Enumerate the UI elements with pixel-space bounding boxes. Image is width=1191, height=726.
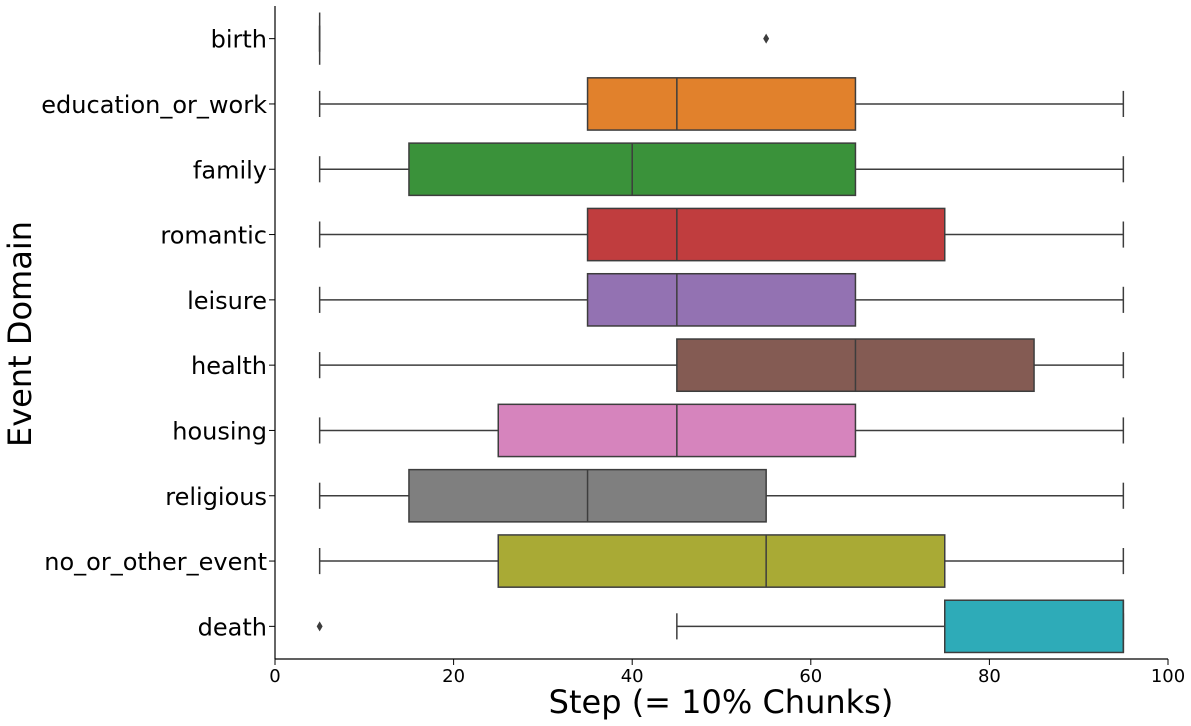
iqr-box <box>497 534 946 588</box>
y-tick-label: no_or_other_event <box>44 548 267 576</box>
box-birth <box>318 12 770 65</box>
box-religious <box>318 468 1125 523</box>
x-tick-label: 0 <box>269 666 280 687</box>
x-tick-label: 20 <box>442 666 465 687</box>
x-axis-ticks: 0 20 40 60 80 100 <box>269 659 1185 687</box>
iqr-box <box>944 599 1125 654</box>
axes <box>274 6 1168 660</box>
y-tick-label: leisure <box>187 287 267 315</box>
x-tick-label: 100 <box>1151 666 1185 687</box>
y-tick-label: religious <box>165 483 267 511</box>
iqr-box <box>586 77 857 131</box>
y-tick-label: education_or_work <box>41 91 267 119</box>
x-tick-label: 40 <box>621 666 644 687</box>
y-axis-title: Event Domain <box>1 221 39 447</box>
x-axis-title: Step (= 10% Chunks) <box>549 683 894 721</box>
x-tick-label: 60 <box>799 666 822 687</box>
iqr-box <box>586 207 946 262</box>
box-no_or_other_event <box>318 534 1125 588</box>
box-housing <box>318 403 1125 458</box>
plot-area <box>316 12 1125 654</box>
box-health <box>318 338 1125 393</box>
iqr-box <box>586 272 857 327</box>
box-romantic <box>318 207 1125 262</box>
box-family <box>318 142 1125 197</box>
box-death <box>316 599 1125 654</box>
y-tick-label: romantic <box>160 222 267 250</box>
box-leisure <box>318 272 1125 327</box>
y-tick-label: housing <box>172 417 267 445</box>
x-tick-label: 80 <box>978 666 1001 687</box>
y-tick-label: health <box>191 352 267 380</box>
outlier-point <box>763 33 770 44</box>
y-tick-label: family <box>193 156 267 184</box>
box-education_or_work <box>318 77 1125 131</box>
y-tick-label: death <box>198 613 267 641</box>
outlier-point <box>316 621 323 632</box>
y-tick-label: birth <box>211 26 267 54</box>
